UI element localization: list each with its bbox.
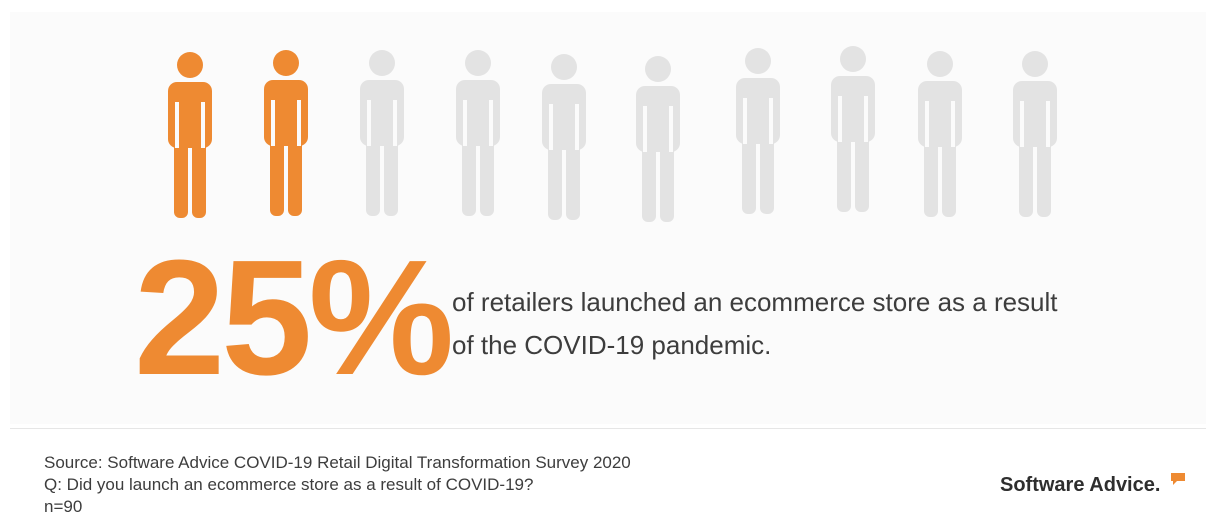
sample-size-note: n=90: [44, 497, 83, 516]
brand-logo-text: Software Advice.: [1000, 474, 1161, 496]
person-icon: [1013, 51, 1057, 217]
speech-bubble-icon: [1171, 473, 1185, 485]
person-icon: [360, 50, 404, 216]
person-icon: [736, 48, 780, 214]
person-icon: [168, 52, 212, 218]
statement-line-2: of the COVID-19 pandemic.: [452, 330, 772, 360]
infographic-panel: [10, 12, 1206, 424]
question-note: Q: Did you launch an ecommerce store as …: [44, 475, 534, 494]
footer-divider: [10, 428, 1206, 429]
big-percentage: 25%: [134, 226, 454, 409]
statement-line-1: of retailers launched an ecommerce store…: [452, 287, 1058, 317]
footer-notes: Source: Software Advice COVID-19 Retail …: [44, 452, 631, 518]
statement-text: of retailers launched an ecommerce store…: [452, 281, 1152, 367]
person-icon: [542, 54, 586, 220]
people-pictogram: [168, 46, 1057, 222]
person-icon: [918, 51, 962, 217]
person-icon: [831, 46, 875, 212]
source-note: Source: Software Advice COVID-19 Retail …: [44, 453, 631, 472]
person-icon: [636, 56, 680, 222]
person-icon: [264, 50, 308, 216]
person-icon: [456, 50, 500, 216]
